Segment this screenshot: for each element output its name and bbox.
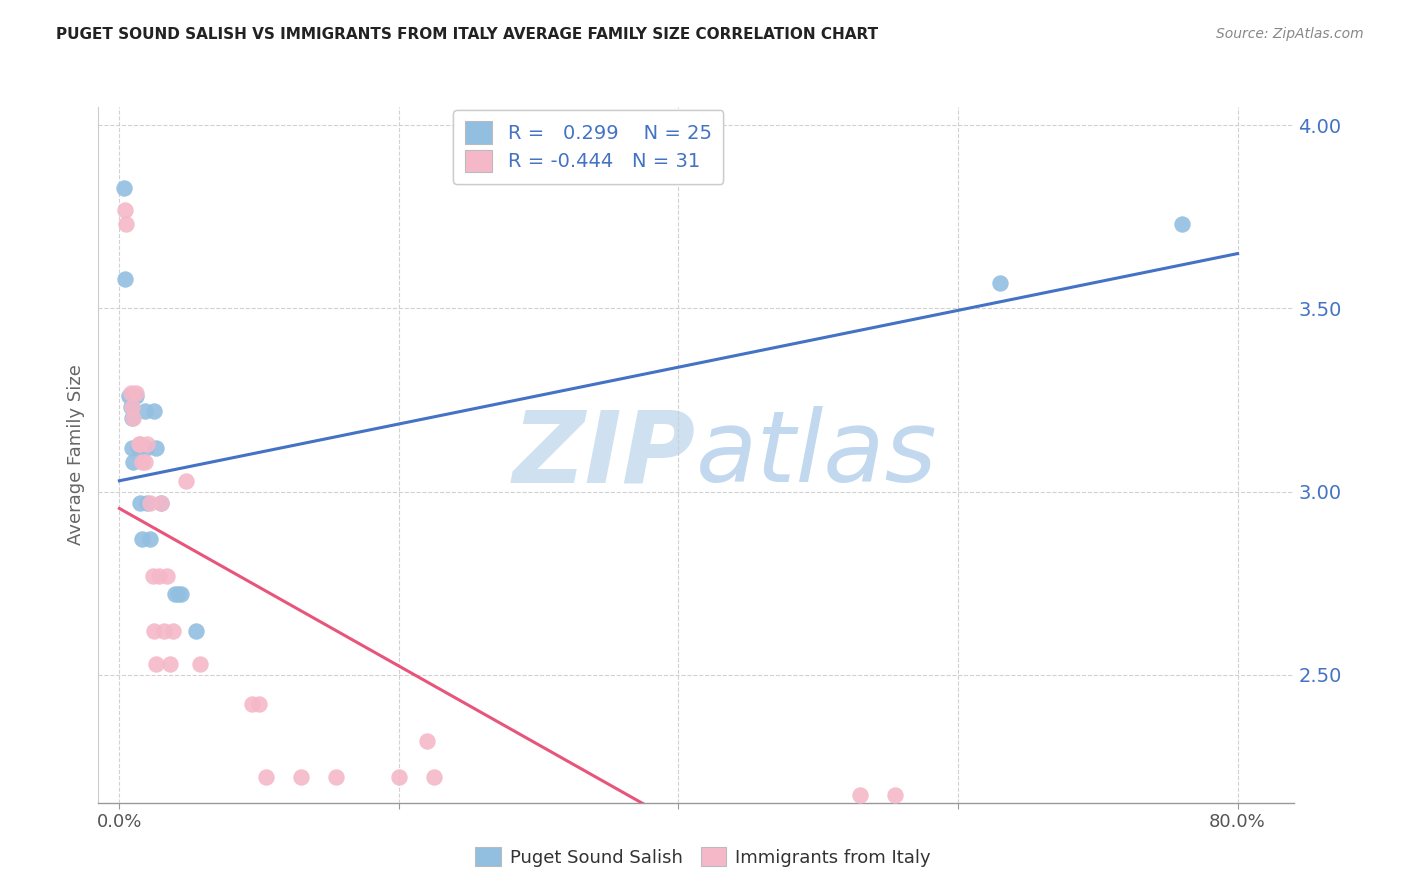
Point <box>120 385 142 400</box>
Point <box>290 770 312 784</box>
Point <box>254 770 277 784</box>
Point <box>388 770 411 784</box>
Point <box>1170 217 1192 231</box>
Point <box>112 180 135 194</box>
Point <box>145 657 167 671</box>
Point <box>167 587 190 601</box>
Point <box>416 733 439 747</box>
Point <box>134 404 156 418</box>
Point <box>121 441 143 455</box>
Point <box>120 401 142 415</box>
Point <box>128 437 150 451</box>
Point <box>190 657 212 671</box>
Point <box>143 624 166 638</box>
Point <box>159 657 181 671</box>
Text: Source: ZipAtlas.com: Source: ZipAtlas.com <box>1216 27 1364 41</box>
Point <box>176 474 198 488</box>
Point <box>136 437 159 451</box>
Point <box>122 411 145 425</box>
Legend: Puget Sound Salish, Immigrants from Italy: Puget Sound Salish, Immigrants from Ital… <box>468 840 938 874</box>
Point <box>139 532 162 546</box>
Point <box>884 789 907 803</box>
Point <box>325 770 347 784</box>
Point <box>121 401 143 415</box>
Text: atlas: atlas <box>696 407 938 503</box>
Point <box>131 532 153 546</box>
Point <box>135 441 157 455</box>
Point <box>423 770 446 784</box>
Point <box>114 202 136 217</box>
Point <box>139 495 162 509</box>
Text: ZIP: ZIP <box>513 407 696 503</box>
Point <box>134 455 156 469</box>
Point <box>170 587 193 601</box>
Point <box>114 272 136 286</box>
Point <box>186 624 208 638</box>
Point <box>143 404 166 418</box>
Point <box>129 437 152 451</box>
Point <box>240 697 263 711</box>
Point <box>150 495 173 509</box>
Point <box>150 495 173 509</box>
Point <box>165 587 187 601</box>
Point <box>118 389 141 403</box>
Point <box>988 276 1011 290</box>
Point <box>136 495 159 509</box>
Point <box>148 568 170 582</box>
Point <box>127 441 149 455</box>
Point <box>121 411 143 425</box>
Point <box>125 385 148 400</box>
Point <box>145 441 167 455</box>
Point <box>200 806 222 821</box>
Point <box>115 217 138 231</box>
Point <box>131 455 153 469</box>
Point <box>162 624 184 638</box>
Legend: R =   0.299    N = 25, R = -0.444   N = 31: R = 0.299 N = 25, R = -0.444 N = 31 <box>453 110 724 184</box>
Point <box>122 455 145 469</box>
Y-axis label: Average Family Size: Average Family Size <box>66 365 84 545</box>
Point <box>142 568 165 582</box>
Point <box>247 697 270 711</box>
Text: PUGET SOUND SALISH VS IMMIGRANTS FROM ITALY AVERAGE FAMILY SIZE CORRELATION CHAR: PUGET SOUND SALISH VS IMMIGRANTS FROM IT… <box>56 27 879 42</box>
Point <box>129 495 152 509</box>
Point <box>849 789 872 803</box>
Point <box>125 389 148 403</box>
Point <box>153 624 176 638</box>
Point <box>156 568 179 582</box>
